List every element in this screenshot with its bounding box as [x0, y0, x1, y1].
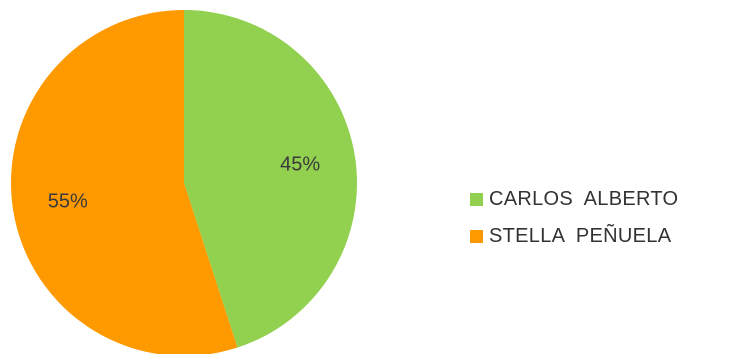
legend-label-stella-penuela: STELLA PEÑUELA [489, 225, 672, 247]
legend-item-stella-penuela: STELLA PEÑUELA [470, 218, 678, 255]
slice-label-stella-penuela: 55% [48, 190, 88, 212]
legend-item-carlos-alberto: CARLOS ALBERTO [470, 181, 678, 218]
legend-swatch-carlos-alberto [470, 193, 483, 206]
legend-swatch-stella-penuela [470, 230, 483, 243]
pie-slice-stella-penuela [10, 10, 238, 354]
legend-label-carlos-alberto: CARLOS ALBERTO [489, 188, 679, 210]
chart-legend: CARLOS ALBERTO STELLA PEÑUELA [470, 181, 678, 255]
pie-slice-carlos-alberto [184, 10, 357, 348]
pie-slice-labels: 45% 55% [48, 154, 321, 213]
pie-slices [10, 10, 357, 354]
slice-label-carlos-alberto: 45% [280, 154, 320, 176]
